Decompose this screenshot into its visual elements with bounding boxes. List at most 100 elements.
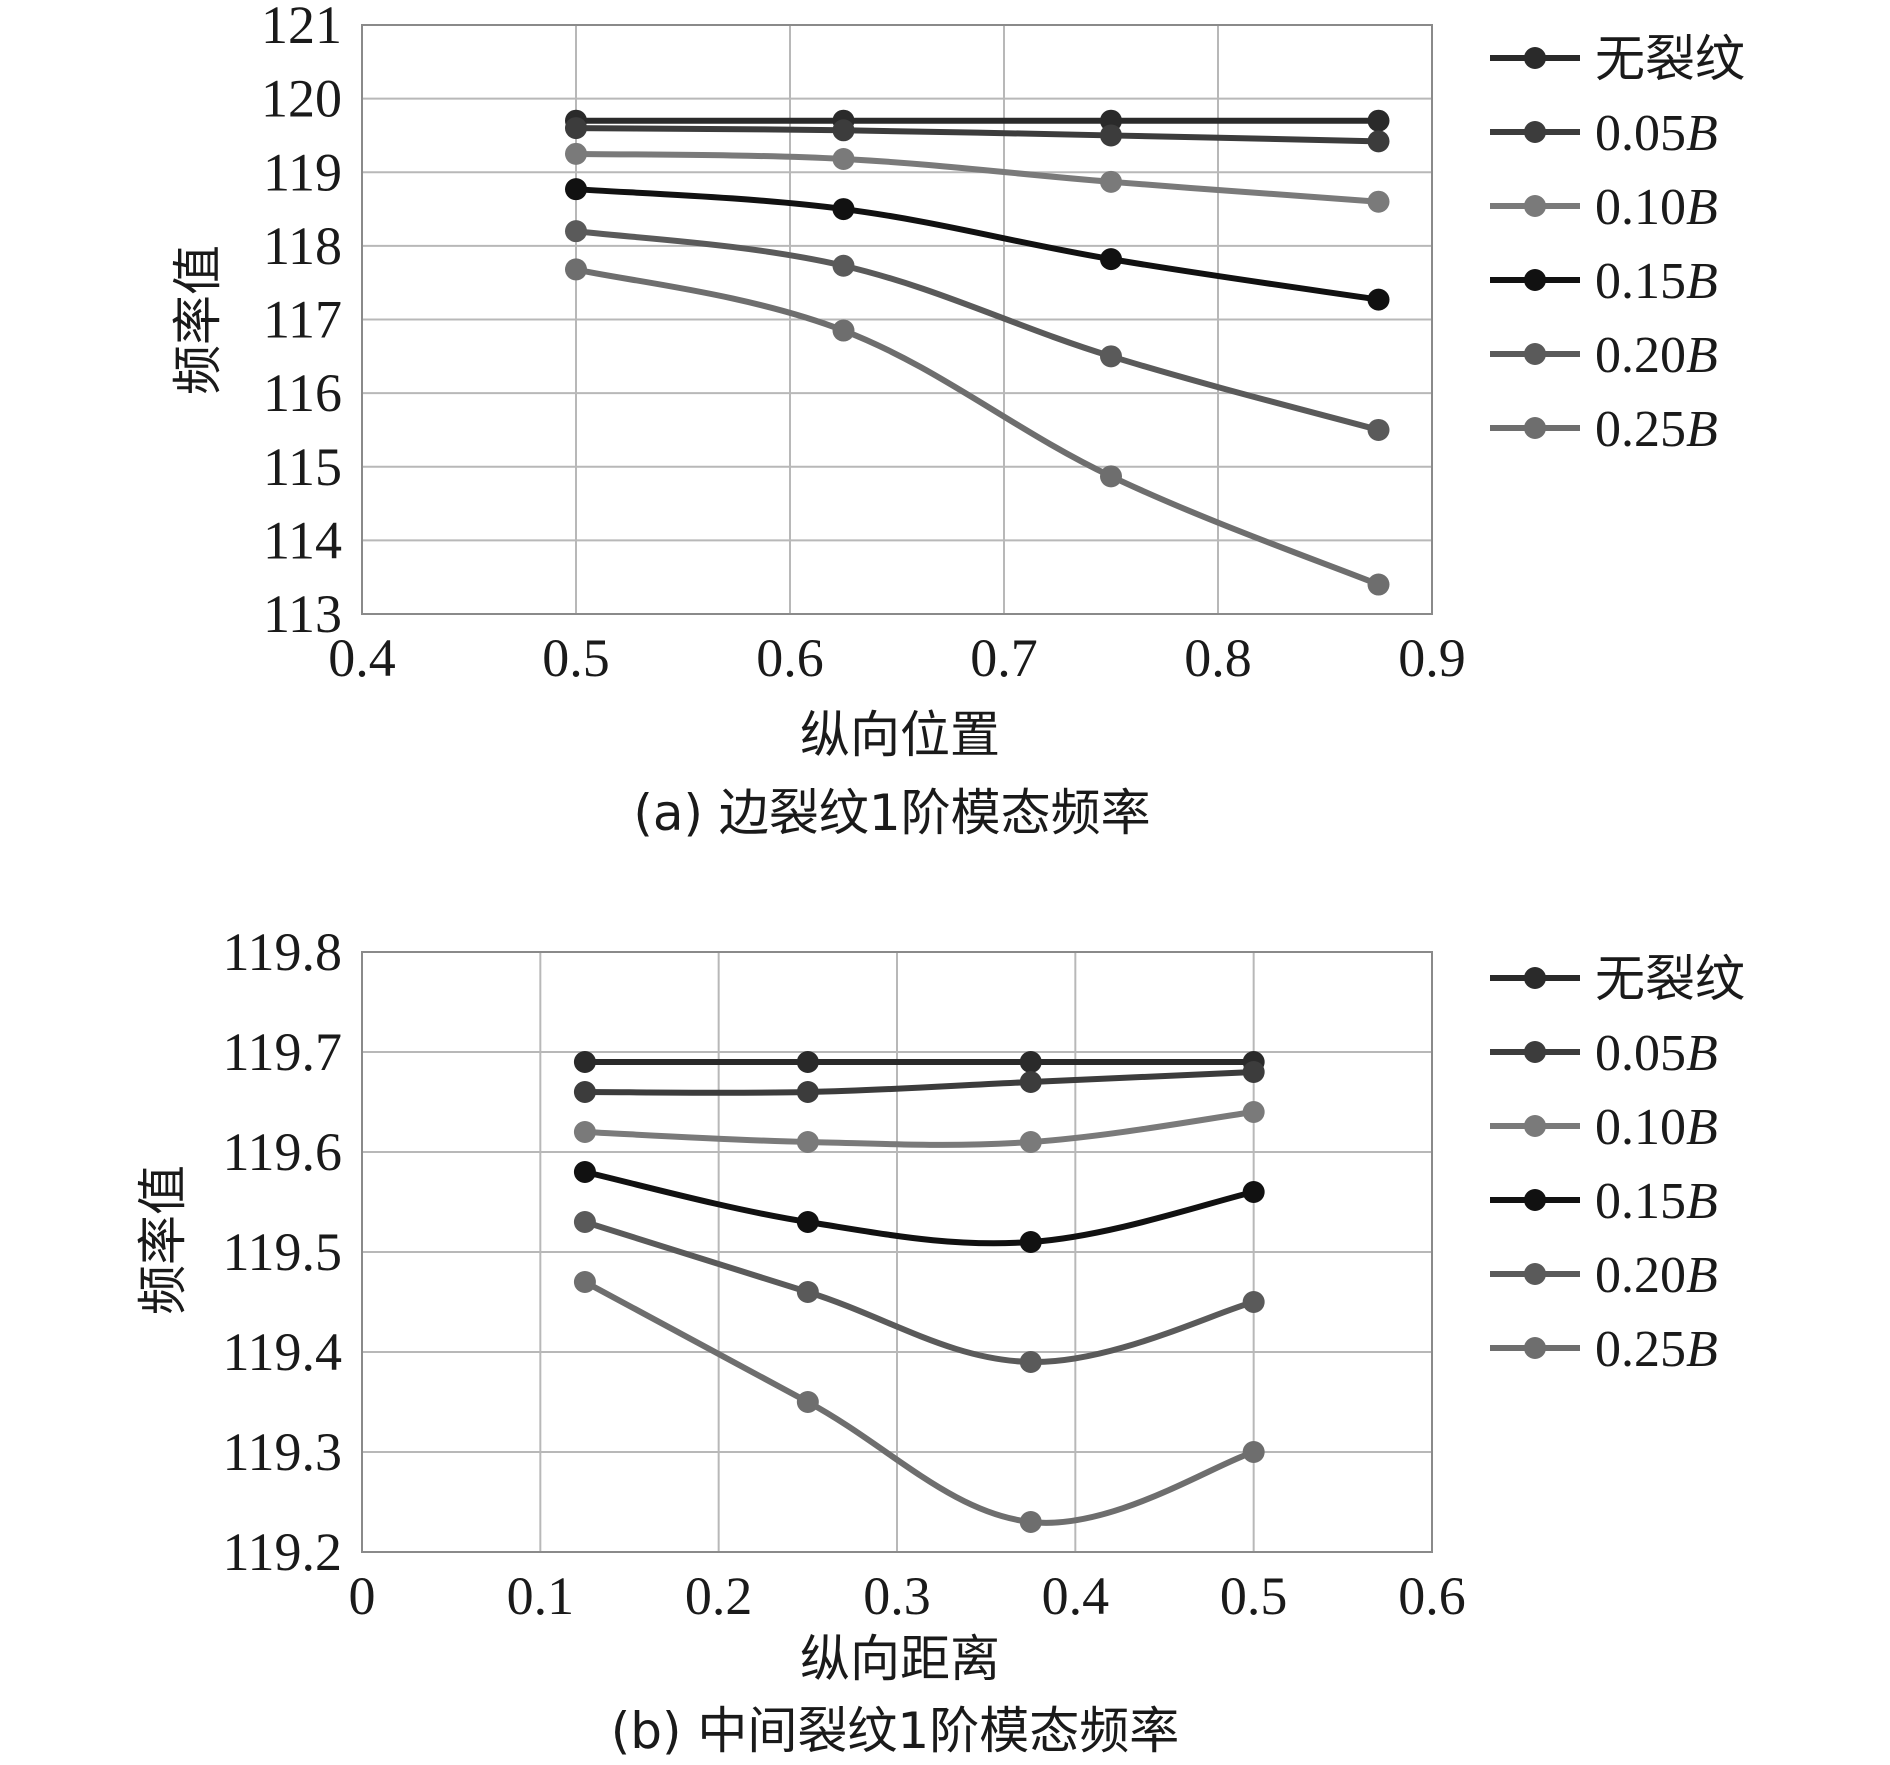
chart-b-point-0.10B-0: [573, 1121, 596, 1143]
chart-a-ytick: 114: [263, 510, 342, 570]
chart-b-ytick: 119.6: [223, 1122, 343, 1182]
chart-a-legend-label: 0.20B: [1595, 327, 1718, 384]
chart-a-legend-label: 0.10B: [1595, 179, 1718, 236]
chart-a-xtick: 0.4: [328, 628, 396, 688]
chart-b-xtick: 0.6: [1398, 1566, 1466, 1626]
chart-a-point-0.10B-0: [565, 142, 587, 165]
chart-a-point-0.05B-1: [832, 119, 855, 142]
chart-b-legend-label: 0.15B: [1595, 1173, 1718, 1230]
chart-a-point-0.25B-2: [1100, 465, 1122, 488]
chart-a-legend-label: 0.15B: [1595, 253, 1718, 310]
chart-b-point-0.25B-1: [796, 1391, 819, 1413]
chart-a-point-0.10B-3: [1367, 190, 1390, 213]
chart-b-ytick: 119.7: [223, 1022, 343, 1082]
chart-b-legend-swatch-marker: [1524, 1041, 1546, 1063]
chart-b-ytick: 119.8: [223, 922, 343, 982]
chart-a-legend-label: 无裂纹: [1595, 30, 1745, 88]
chart-b-series-0.10B-line: [584, 1109, 1255, 1148]
chart-b-ytick: 119.5: [223, 1222, 343, 1282]
chart-b-point-0.05B-2: [1019, 1071, 1042, 1093]
chart-b-grid: [361, 951, 1433, 1553]
chart-b-point-0.20B-0: [573, 1211, 596, 1233]
chart-b-point-无裂纹-2: [1019, 1051, 1042, 1073]
chart-b-legend-swatch-marker: [1524, 967, 1546, 989]
chart-a-point-0.20B-2: [1100, 345, 1122, 368]
chart-a-ytick: 116: [263, 363, 342, 423]
chart-a-ytick: 118: [263, 216, 342, 276]
chart-b-series-lines: [583, 1059, 1255, 1526]
chart-a-grid: [361, 24, 1433, 615]
chart-b-ytick: 119.2: [223, 1522, 343, 1582]
chart-b-xtick: 0.5: [1220, 1566, 1288, 1626]
chart-a-point-0.25B-0: [565, 258, 587, 281]
chart-a-legend-swatch-marker: [1524, 121, 1546, 143]
chart-b-xtick: 0: [349, 1566, 376, 1626]
chart-b-point-0.10B-1: [796, 1131, 819, 1153]
chart-b-point-0.10B-3: [1242, 1101, 1265, 1123]
chart-a-point-0.10B-2: [1100, 170, 1122, 193]
chart-a-point-0.05B-2: [1100, 124, 1122, 147]
chart-a-series-0.15B-line: [575, 186, 1379, 303]
chart-b-legend-swatch-marker: [1524, 1189, 1546, 1211]
chart-b-legend-label: 0.20B: [1595, 1247, 1718, 1304]
chart-b: 0 0.1 0.2 0.3 0.4 0.5 0.6 119.2 119.3 119.4 119.5 1…: [134, 922, 1745, 1760]
chart-b-legend-label: 0.25B: [1595, 1321, 1718, 1378]
chart-a-xtick: 0.9: [1398, 628, 1466, 688]
chart-b-point-无裂纹-0: [573, 1051, 596, 1073]
chart-a-caption: (a) 边裂纹1阶模态频率: [633, 784, 1150, 842]
chart-a-tick-labels: 0.4 0.5 0.6 0.7 0.8 0.9 113 114 115 116 117 118 119 1…: [261, 0, 1466, 688]
chart-a-xtick: 0.5: [542, 628, 610, 688]
chart-a-point-无裂纹-3: [1367, 109, 1390, 132]
chart-b-ytick: 119.3: [223, 1422, 343, 1482]
chart-b-point-0.20B-2: [1019, 1351, 1042, 1373]
chart-b-point-0.25B-2: [1019, 1511, 1042, 1533]
chart-b-point-0.05B-1: [796, 1081, 819, 1103]
chart-a-series-0.05B-line: [575, 125, 1379, 145]
chart-b-legend: 无裂纹 0.05B 0.10B 0.15B 0.20B 0.25B: [1490, 950, 1745, 1378]
chart-b-legend-swatch-marker: [1524, 1263, 1546, 1285]
chart-a-point-0.15B-2: [1100, 248, 1122, 271]
chart-a-point-0.20B-3: [1367, 418, 1390, 441]
chart-b-xlabel: 纵向距离: [800, 1630, 1000, 1688]
chart-a-point-0.10B-1: [832, 147, 855, 170]
chart-b-series-0.25B-line: [583, 1279, 1255, 1526]
chart-b-point-0.15B-1: [796, 1211, 819, 1233]
chart-b-series-0.05B-line: [584, 1069, 1254, 1096]
chart-a-xtick: 0.6: [756, 628, 824, 688]
chart-b-ylabel: 频率值: [134, 1165, 192, 1315]
chart-b-point-0.15B-0: [573, 1161, 596, 1183]
chart-a-xtick: 0.8: [1184, 628, 1252, 688]
chart-b-point-0.25B-0: [573, 1271, 596, 1293]
chart-a-point-0.15B-3: [1367, 288, 1390, 311]
chart-a-legend: 无裂纹 0.05B 0.10B 0.15B 0.20B 0.25B: [1490, 30, 1745, 458]
chart-b-legend-swatch-marker: [1524, 1115, 1546, 1137]
chart-a-legend-label: 0.25B: [1595, 401, 1718, 458]
chart-a-point-0.15B-1: [832, 198, 855, 221]
chart-a-points: [565, 109, 1390, 596]
chart-b-point-0.05B-0: [573, 1081, 596, 1103]
chart-a-series-0.20B-line: [575, 228, 1380, 433]
chart-b-point-0.10B-2: [1019, 1131, 1042, 1153]
chart-b-point-0.05B-3: [1242, 1061, 1265, 1083]
chart-a-legend-swatch-marker: [1524, 269, 1546, 291]
chart-a-ytick: 115: [263, 437, 342, 497]
chart-a-ytick: 120: [261, 69, 342, 129]
chart-a-series-0.25B-line: [575, 266, 1380, 588]
chart-b-points: [573, 1051, 1265, 1533]
chart-b-legend-label: 0.10B: [1595, 1099, 1718, 1156]
chart-b-series-0.15B-line: [584, 1169, 1255, 1247]
chart-b-point-无裂纹-1: [796, 1051, 819, 1073]
chart-a-legend-swatch-marker: [1524, 417, 1546, 439]
chart-b-point-0.20B-1: [796, 1281, 819, 1303]
chart-a-legend-label: 0.05B: [1595, 105, 1718, 162]
chart-b-series-0.20B-line: [584, 1219, 1255, 1366]
chart-a-point-0.15B-0: [565, 178, 587, 201]
chart-a-point-0.25B-3: [1367, 573, 1390, 596]
chart-a-legend-swatch-marker: [1524, 195, 1546, 217]
chart-a-point-0.05B-0: [565, 117, 587, 140]
chart-b-point-0.15B-3: [1242, 1181, 1265, 1203]
chart-a-ytick: 119: [263, 142, 342, 202]
chart-a-legend-swatch-marker: [1524, 47, 1546, 69]
chart-b-legend-swatch-marker: [1524, 1337, 1546, 1359]
